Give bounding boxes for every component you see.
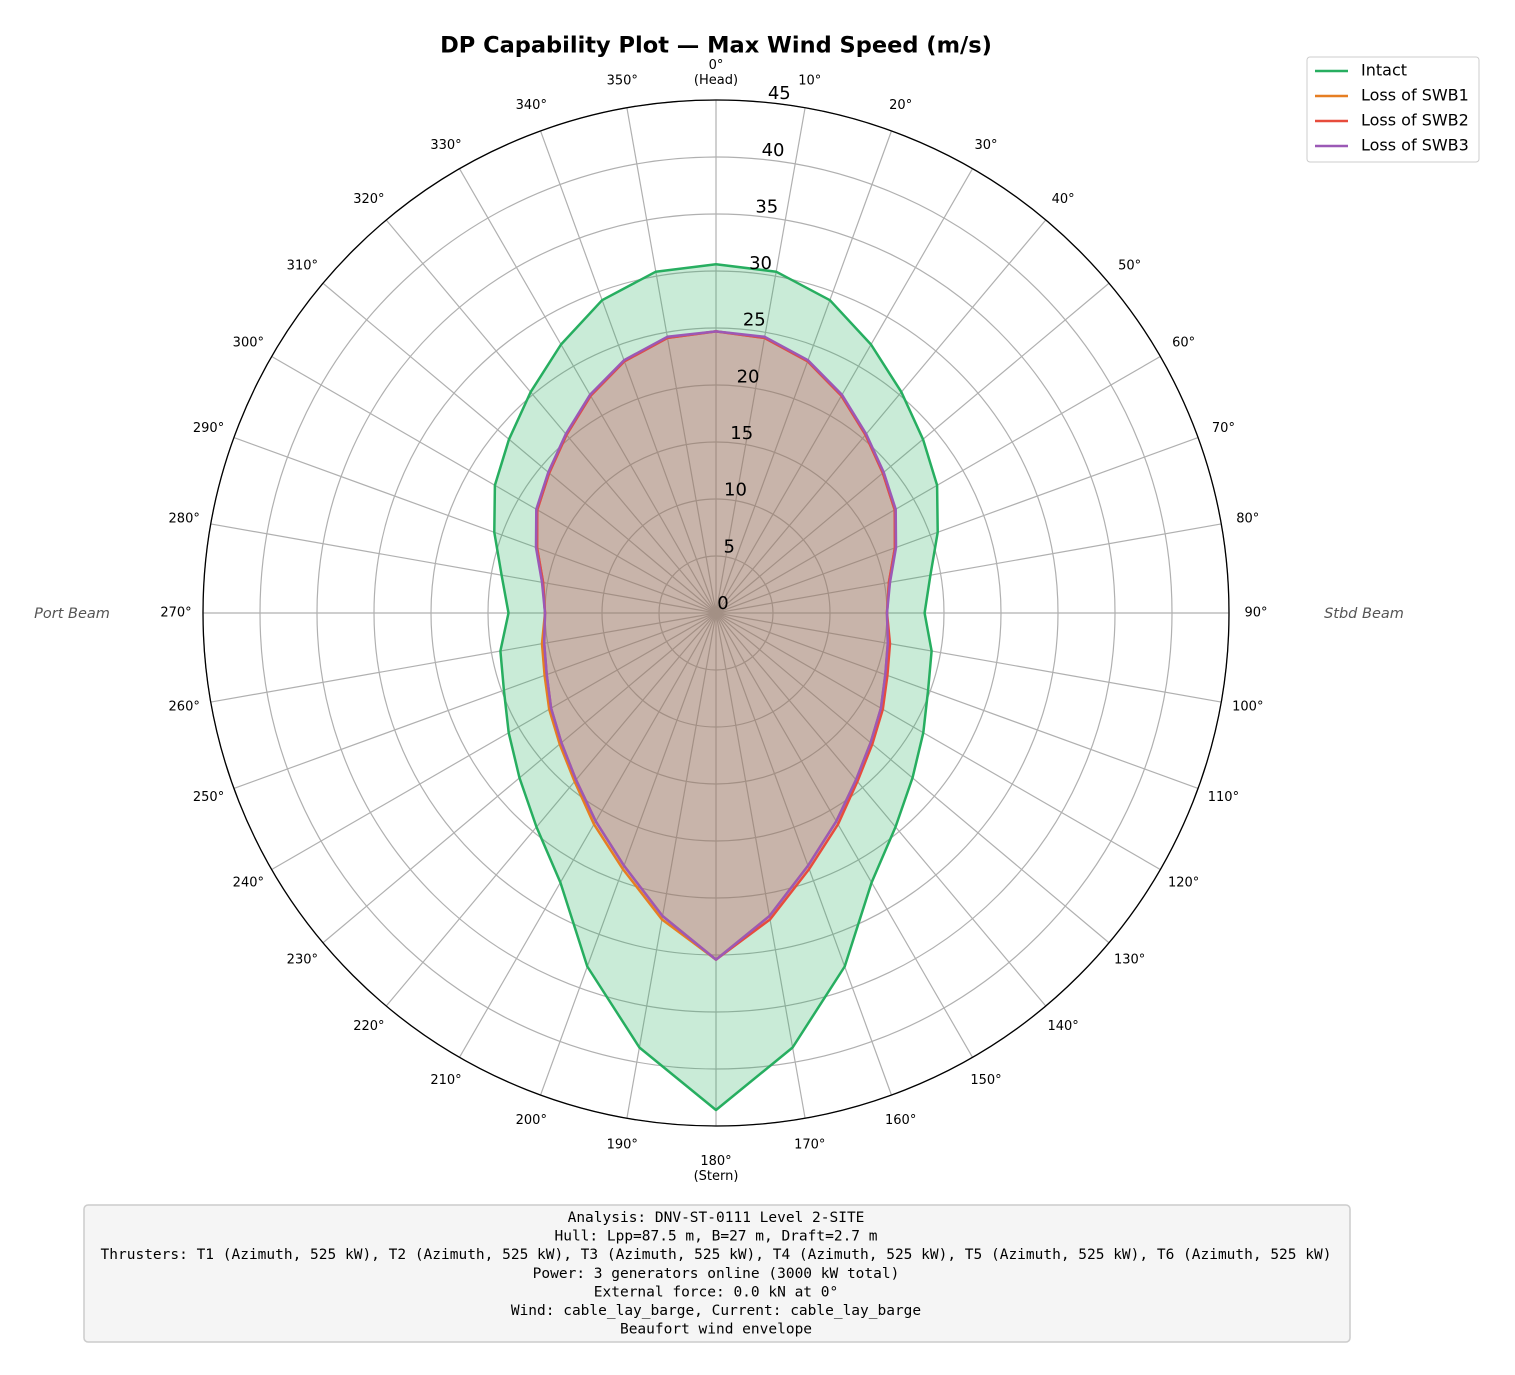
grid-spoke [458, 612, 717, 1058]
theta-tick-label: 100° [1232, 699, 1263, 714]
theta-tick-label: 20° [889, 98, 912, 113]
info-line: Thrusters: T1 (Azimuth, 525 kW), T2 (Azi… [101, 1247, 1332, 1263]
r-tick-label: 35 [755, 196, 778, 217]
grid-spoke [233, 612, 717, 790]
theta-tick-label: 270° [160, 606, 191, 621]
series-line [534, 330, 898, 961]
theta-tick-label: 190° [607, 1137, 638, 1152]
theta-tick-label: 40° [1052, 192, 1075, 207]
theta-tick-label: 320° [353, 192, 384, 207]
info-line: Power: 3 generators online (3000 kW tota… [533, 1266, 900, 1282]
theta-tick-label: 300° [233, 336, 264, 351]
r-labels: 0 5 10 15 20 25 30 35 40 45 0° (Head) 10° 20° 30° 40° 50… [160, 58, 1267, 1184]
grid-spoke [715, 612, 806, 1119]
r-tick-label: 30 [749, 253, 772, 274]
grid-spoke [715, 168, 974, 614]
grid-spoke [539, 130, 717, 614]
theta-tick-label: 50° [1118, 258, 1141, 273]
grid-spoke [626, 107, 717, 614]
theta-tick-label: 70° [1212, 421, 1235, 436]
legend-label: Loss of SWB3 [1361, 136, 1469, 155]
legend-box [1306, 56, 1480, 163]
legend-label: Loss of SWB1 [1361, 86, 1469, 105]
side-label: Stbd Beam [1324, 606, 1404, 622]
grid-spoke [715, 612, 1161, 871]
grid-spoke [715, 612, 1199, 790]
grid-spoke [271, 612, 717, 871]
info-box: Analysis: DNV-ST-0111 Level 2-SITE Hull: … [83, 1204, 1351, 1343]
theta-tick-label: 0° (Head) [694, 58, 738, 88]
theta-tick-label: 280° [169, 512, 200, 527]
theta-tick-label: 110° [1208, 790, 1239, 805]
theta-tick-label: 220° [353, 1019, 384, 1034]
theta-tick-label: 240° [233, 876, 264, 891]
theta-tick-label: 120° [1168, 876, 1199, 891]
theta-tick-label: 130° [1114, 953, 1145, 968]
r-tick-label: 5 [724, 536, 735, 557]
grid-spoke [385, 219, 717, 614]
theta-tick-label: 90° [1244, 606, 1267, 621]
grid [202, 99, 1230, 1127]
legend-label: Loss of SWB2 [1361, 111, 1469, 130]
grid-spoke [322, 282, 717, 614]
theta-tick-label: 290° [193, 421, 224, 436]
side-label: Port Beam [34, 606, 110, 622]
series-line [493, 262, 939, 1112]
grid-spoke [715, 130, 893, 614]
grid-spoke [715, 219, 1047, 614]
theta-tick-label: 230° [287, 953, 318, 968]
info-line: Wind: cable_lay_barge, Current: cable_la… [511, 1303, 921, 1319]
theta-tick-label: 30° [974, 138, 997, 153]
grid-spoke [715, 612, 1222, 703]
grid-spoke [715, 523, 1222, 614]
grid-spoke [458, 168, 717, 614]
grid-spoke [715, 107, 806, 614]
r-tick-label: 0 [717, 593, 728, 614]
theta-tick-label: 160° [885, 1113, 916, 1128]
grid-spoke [385, 612, 717, 1007]
theta-tick-label: 330° [430, 138, 461, 153]
polar-frame [202, 99, 1230, 1127]
info-line: External force: 0.0 kN at 0° [594, 1284, 838, 1300]
grid-spoke [715, 612, 974, 1058]
theta-tick-label: 60° [1172, 336, 1195, 351]
theta-tick-label: 170° [794, 1137, 825, 1152]
legend: Intact Loss of SWB1 Loss of SWB2 Loss of SW… [1306, 56, 1480, 163]
info-line: Hull: Lpp=87.5 m, B=27 m, Draft=2.7 m [554, 1229, 877, 1245]
theta-tick-label: 10° [798, 74, 821, 89]
r-tick-label: 20 [737, 366, 760, 387]
r-tick-label: 10 [724, 480, 747, 501]
grid-spoke [210, 612, 717, 703]
info-line: Analysis: DNV-ST-0111 Level 2-SITE [568, 1210, 865, 1226]
info-box-frame [83, 1204, 1351, 1343]
theta-tick-label: 310° [287, 258, 318, 273]
info-line: Beaufort wind envelope [620, 1322, 812, 1338]
grid-spoke [715, 282, 1110, 614]
theta-tick-label: 180° (Stern) [694, 1154, 739, 1184]
grid-spoke [539, 612, 717, 1096]
theta-tick-label: 260° [169, 699, 200, 714]
grid-spoke [233, 436, 717, 614]
r-tick-label: 25 [743, 310, 766, 331]
plot-area [493, 262, 939, 1112]
theta-tick-label: 210° [430, 1073, 461, 1088]
theta-tick-label: 140° [1047, 1019, 1078, 1034]
grid-spoke [715, 436, 1199, 614]
theta-tick-label: 350° [607, 74, 638, 89]
grid-spoke [210, 523, 717, 614]
r-tick-label: 15 [730, 423, 753, 444]
r-tick-label: 40 [762, 140, 785, 161]
theta-tick-label: 150° [970, 1073, 1001, 1088]
r-tick-label: 45 [768, 83, 791, 104]
legend-label: Intact [1361, 61, 1407, 80]
grid-spoke [626, 612, 717, 1119]
theta-tick-label: 80° [1236, 512, 1259, 527]
grid-spoke [715, 612, 1047, 1007]
grid-spoke [715, 612, 893, 1096]
theta-tick-label: 250° [193, 790, 224, 805]
theta-tick-label: 200° [516, 1113, 547, 1128]
theta-tick-label: 340° [516, 98, 547, 113]
chart-title: DP Capability Plot — Max Wind Speed (m/s… [440, 33, 992, 59]
